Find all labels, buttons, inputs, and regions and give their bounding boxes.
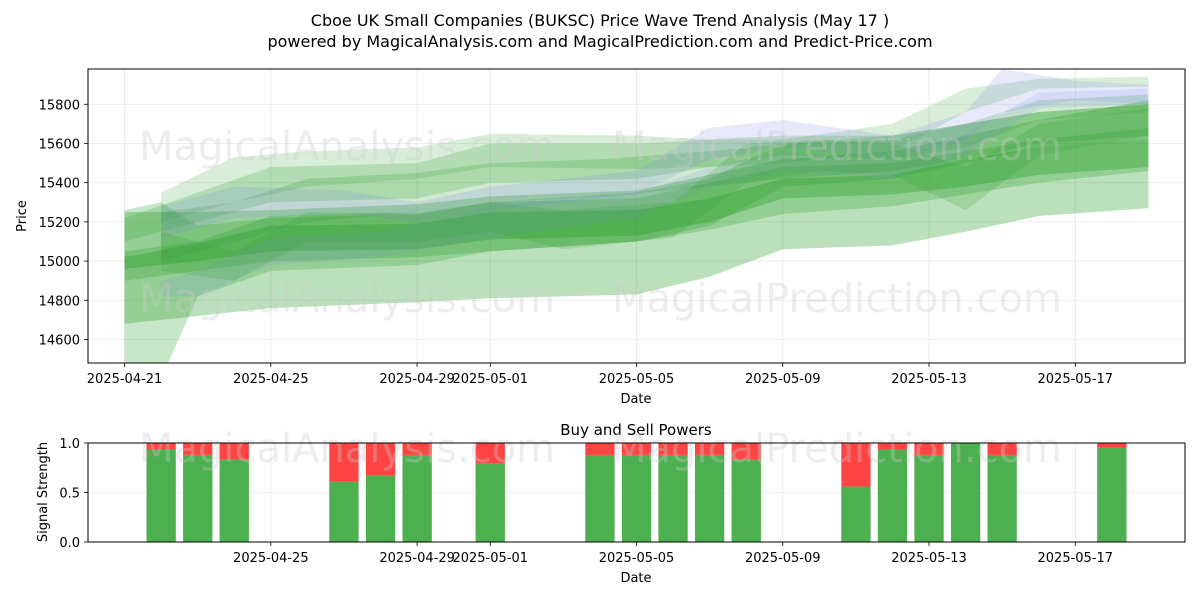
price-y-tick-label: 14600 — [39, 333, 80, 348]
sell-bar — [183, 443, 213, 455]
price-wave-band — [124, 94, 1149, 242]
price-wave-band — [161, 108, 1149, 281]
signal-y-ticks: 0.0 0.5 1.0 — [59, 437, 88, 551]
sell-bar — [877, 443, 908, 450]
signal-x-tick-label: 2025-05-05 — [599, 551, 675, 566]
watermark-prediction-top: MagicalPrediction.com — [612, 124, 1062, 170]
buy-bar — [146, 449, 176, 542]
sell-bar — [731, 443, 761, 460]
buy-bar — [329, 481, 359, 542]
buy-bar — [183, 454, 213, 542]
buy-bar — [402, 454, 432, 542]
sell-bar — [329, 443, 359, 482]
price-y-axis-label: Price — [15, 200, 30, 232]
price-y-tick-label: 14800 — [39, 294, 80, 309]
price-x-tick-label: 2025-04-21 — [87, 372, 163, 387]
sell-bar — [987, 443, 1017, 455]
price-y-tick-label: 15000 — [39, 255, 80, 270]
sell-bar — [1097, 443, 1127, 448]
price-x-ticks: 2025-04-21 2025-04-25 2025-04-292025-05-01… — [87, 363, 1113, 387]
signal-x-axis-label: Date — [620, 571, 651, 586]
price-x-tick-label: 2025-04-25 — [233, 372, 309, 387]
buy-bar — [585, 454, 615, 542]
price-x-tick-label: 2025-05-17 — [1038, 372, 1114, 387]
chart-title: Cboe UK Small Companies (BUKSC) Price Wa… — [311, 11, 889, 30]
signal-x-tick-label: 2025-04-25 — [233, 551, 309, 566]
signal-chart: Buy and Sell Powers MagicalAnalysis.com … — [36, 421, 1186, 586]
sell-bar — [219, 443, 249, 460]
buy-bar — [841, 486, 871, 542]
watermark-analysis-top: MagicalAnalysis.com — [139, 124, 555, 170]
signal-x-tick-label: 2025-05-01 — [452, 551, 528, 566]
chart-subtitle: powered by MagicalAnalysis.com and Magic… — [267, 32, 932, 51]
signal-y-tick-label: 0.5 — [59, 487, 80, 502]
watermark-prediction-mid: MagicalPrediction.com — [612, 276, 1062, 322]
price-chart: MagicalAnalysis.com MagicalPrediction.co… — [15, 68, 1186, 407]
buy-bar — [877, 449, 908, 542]
signal-chart-title: Buy and Sell Powers — [560, 421, 712, 439]
sell-bar — [914, 443, 944, 455]
price-x-tick-label: 2025-05-01 — [452, 372, 528, 387]
price-wave-band — [161, 69, 1149, 238]
price-wave-band — [124, 100, 1149, 324]
sell-bar — [585, 443, 615, 455]
buy-bar — [621, 454, 652, 542]
watermark-analysis-bottom: MagicalAnalysis.com — [139, 426, 555, 472]
buy-bar — [695, 454, 725, 542]
price-wave-band — [124, 127, 1149, 281]
price-wave-band — [161, 76, 1149, 222]
sell-bar — [695, 443, 725, 455]
sell-bar — [621, 443, 652, 455]
signal-x-tick-label: 2025-05-13 — [891, 551, 967, 566]
buy-bar — [475, 463, 505, 542]
price-wave-band — [161, 104, 1149, 262]
buy-bar — [731, 459, 761, 542]
signal-y-tick-label: 1.0 — [59, 437, 80, 452]
buy-bar — [219, 459, 249, 542]
sell-bar — [475, 443, 505, 464]
buy-bar — [914, 454, 944, 542]
price-wave-bands — [124, 69, 1149, 363]
watermark-prediction-bottom: MagicalPrediction.com — [612, 426, 1062, 472]
price-x-tick-label: 2025-04-29 — [379, 372, 455, 387]
buy-bar — [987, 454, 1017, 542]
price-grid — [88, 69, 1185, 363]
price-y-tick-label: 15200 — [39, 216, 80, 231]
buy-bar — [951, 443, 981, 542]
price-y-ticks: 14600 14800 15000 15200 15400 15600 15800 — [39, 98, 88, 348]
buy-bar — [1097, 447, 1127, 542]
sell-bar — [402, 443, 432, 455]
signal-x-tick-label: 2025-05-09 — [745, 551, 821, 566]
sell-bar — [146, 443, 176, 450]
price-y-tick-label: 15600 — [39, 137, 80, 152]
sell-bar — [841, 443, 871, 487]
signal-bars — [146, 443, 1127, 542]
price-plot-area — [88, 69, 1185, 363]
price-x-axis-label: Date — [620, 392, 651, 407]
buy-bar — [658, 454, 688, 542]
sell-bar — [365, 443, 396, 476]
price-wave-band — [124, 104, 1149, 363]
price-y-tick-label: 15800 — [39, 98, 80, 113]
price-x-tick-label: 2025-05-09 — [745, 372, 821, 387]
price-x-tick-label: 2025-05-13 — [891, 372, 967, 387]
signal-y-axis-label: Signal Strength — [36, 442, 51, 542]
buy-bar — [365, 475, 396, 542]
price-x-tick-label: 2025-05-05 — [599, 372, 675, 387]
price-wave-band — [124, 139, 1149, 269]
signal-y-tick-label: 0.0 — [59, 536, 80, 551]
signal-x-tick-label: 2025-04-29 — [379, 551, 455, 566]
price-wave-band — [161, 88, 1149, 297]
price-y-tick-label: 15400 — [39, 177, 80, 192]
watermark-analysis-mid: MagicalAnalysis.com — [139, 276, 555, 322]
sell-bar — [658, 443, 688, 455]
signal-x-tick-label: 2025-05-17 — [1038, 551, 1114, 566]
